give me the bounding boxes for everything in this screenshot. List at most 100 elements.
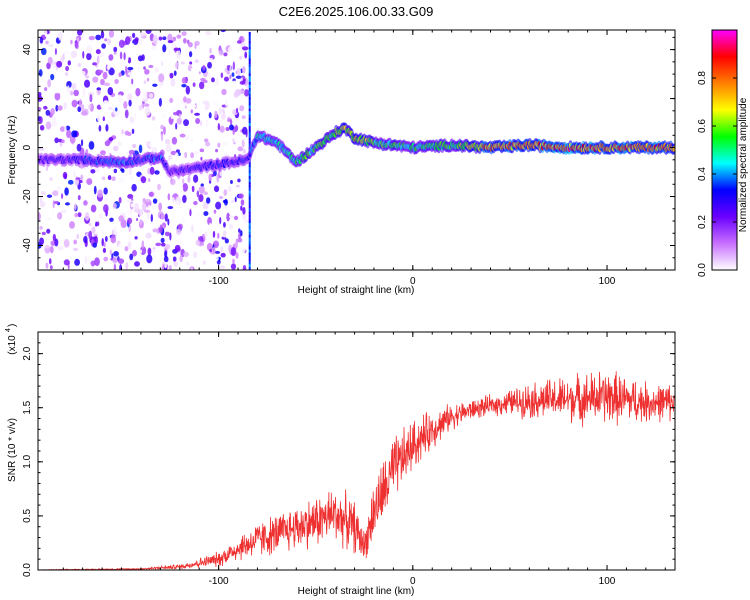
noise-blob: [192, 251, 198, 259]
colorbar-label: Normalized spectral amplitude: [738, 97, 749, 232]
noise-blob: [103, 187, 108, 195]
noise-blob: [230, 247, 237, 257]
noise-blob: [152, 35, 158, 45]
noise-blob: [127, 93, 133, 102]
noise-blob: [72, 247, 79, 252]
noise-blob: [173, 47, 180, 52]
noise-blob: [102, 116, 105, 122]
noise-blob: [175, 149, 180, 153]
noise-blob: [66, 85, 70, 93]
noise-blob: [67, 60, 72, 66]
noise-blob: [170, 78, 176, 87]
noise-blob: [132, 143, 137, 149]
noise-blob: [198, 71, 201, 75]
noise-blob: [184, 105, 187, 109]
noise-blob: [168, 98, 174, 103]
noise-blob: [104, 236, 108, 243]
noise-blob: [231, 199, 234, 203]
noise-blob: [232, 122, 236, 127]
noise-blob: [199, 120, 203, 126]
noise-blob: [39, 125, 45, 131]
noise-blob: [198, 194, 204, 203]
snr-plot-area: [38, 371, 675, 570]
noise-blob: [126, 209, 131, 214]
noise-blob: [73, 239, 78, 245]
edge-streak: [248, 70, 251, 74]
noise-blob: [184, 135, 190, 141]
noise-blob: [171, 106, 177, 112]
noise-blob: [139, 32, 146, 37]
noise-blob: [51, 121, 58, 128]
snr-scale-label: (x10: [7, 335, 18, 355]
noise-blob: [78, 179, 83, 184]
noise-blob: [83, 79, 91, 88]
noise-blob: [226, 212, 231, 222]
noise-blob: [156, 221, 161, 228]
colorbar-tick-label: 0.8: [697, 71, 708, 85]
snr-x-label: Height of straight line (km): [298, 586, 415, 597]
noise-blob: [141, 240, 145, 250]
noise-blob: [144, 209, 151, 213]
noise-blob: [162, 44, 167, 53]
y-tick-label: 2.0: [22, 346, 33, 360]
noise-blob: [117, 114, 124, 119]
noise-blob: [155, 242, 162, 247]
noise-blob: [167, 218, 170, 226]
noise-blob: [44, 30, 48, 37]
noise-blob: [179, 241, 184, 248]
noise-blob: [204, 138, 209, 143]
noise-blob: [45, 121, 52, 130]
noise-blob: [139, 218, 143, 226]
noise-blob: [158, 202, 163, 211]
noise-blob: [39, 116, 43, 124]
noise-blob: [137, 55, 144, 62]
noise-blob: [129, 116, 134, 124]
noise-blob: [145, 30, 152, 34]
noise-blob: [226, 70, 230, 75]
noise-blob: [187, 175, 191, 183]
noise-blob: [77, 106, 82, 113]
noise-blob: [90, 260, 96, 267]
noise-blob: [125, 261, 129, 270]
noise-blob: [57, 265, 61, 270]
noise-blob: [117, 94, 123, 103]
noise-blob: [38, 212, 41, 221]
noise-blob: [146, 254, 153, 264]
noise-blob: [168, 50, 171, 55]
edge-streak: [248, 105, 251, 109]
noise-blob: [127, 217, 133, 225]
noise-blob: [245, 84, 249, 89]
noise-blob: [69, 221, 76, 229]
noise-blob: [183, 251, 189, 258]
noise-blob: [219, 125, 225, 133]
colorbar: 0.0 0.2 0.4 0.6 0.8 Normalized spectral ampl…: [697, 29, 749, 277]
noise-blob: [131, 183, 137, 192]
edge-streak: [248, 43, 251, 47]
noise-blob: [227, 186, 232, 193]
edge-streak: [248, 93, 251, 97]
noise-blob: [44, 87, 48, 91]
colorbar-tick-label: 0.6: [697, 119, 708, 133]
edge-streak: [248, 225, 251, 229]
noise-blob: [64, 125, 67, 133]
noise-blob: [127, 57, 132, 64]
noise-blob: [104, 100, 109, 108]
noise-blob: [242, 265, 247, 270]
noise-blob: [221, 88, 227, 96]
noise-blob: [80, 139, 84, 147]
noise-blob: [173, 70, 177, 76]
noise-blob: [152, 198, 158, 204]
noise-blob: [158, 97, 162, 107]
edge-streak: [248, 161, 251, 165]
noise-blob: [212, 246, 216, 255]
noise-blob: [96, 221, 100, 227]
noise-blob: [74, 258, 81, 266]
noise-blob: [211, 77, 215, 83]
noise-blob: [97, 189, 103, 198]
edge-streak: [248, 178, 251, 182]
noise-blob: [237, 237, 243, 243]
noise-blob: [62, 50, 69, 55]
noise-blob: [107, 86, 114, 96]
noise-blob: [49, 245, 54, 254]
edge-streak: [248, 246, 251, 250]
